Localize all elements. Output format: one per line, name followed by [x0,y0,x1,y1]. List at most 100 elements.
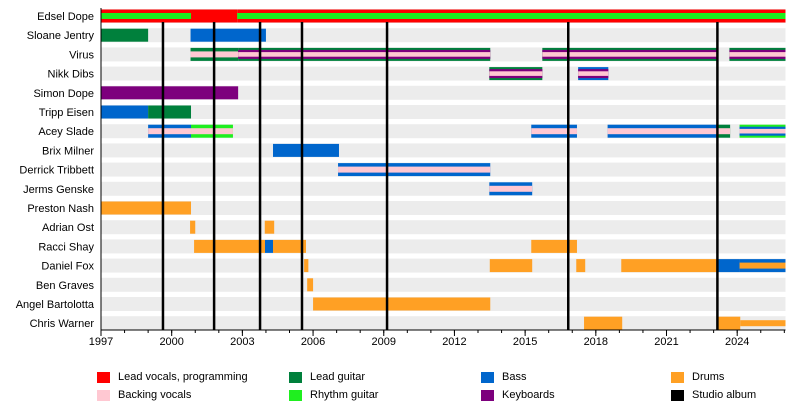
member-label: Adrian Ost [42,222,94,234]
legend-item: Bass [481,371,526,383]
tenure-bar [531,239,577,253]
x-tick-label: 2003 [230,336,254,348]
tenure-bar [717,259,740,273]
tenure-bar [739,128,786,134]
legend-item: Lead guitar [289,371,365,383]
legend-swatch [671,389,684,401]
row-band [101,85,786,100]
member-label: Tripp Eisen [39,107,94,119]
tenure-bar [101,13,192,19]
member-label: Angel Bartolotta [16,299,95,311]
tenure-bar [489,185,533,192]
legend-label: Bass [502,371,527,383]
tenure-bar [264,239,274,253]
legend-swatch [289,371,302,383]
tenure-bar [194,239,265,253]
legend-swatch [97,389,110,401]
x-tick-label: 2012 [442,336,466,348]
member-label: Ben Graves [36,280,95,292]
member-label: Racci Shay [38,241,94,253]
tenure-bar [531,128,577,135]
tenure-bar [489,259,533,273]
member-label: Jerms Genske [23,184,94,196]
tenure-bar [576,259,586,273]
tenure-bar [237,13,786,19]
tenure-bar [578,71,609,76]
tenure-bar [191,128,233,135]
row-band [101,66,786,81]
tenure-bar [238,52,491,57]
x-tick-label: 2006 [301,336,325,348]
row-band [101,316,786,331]
tenure-bar [740,320,786,327]
tenure-bar [304,259,309,273]
tenure-bar [101,105,149,119]
legend-swatch [97,371,110,383]
tenure-bar [717,128,731,135]
row-band [101,220,786,235]
tenure-bar [607,128,718,135]
member-label: Brix Milner [42,145,94,157]
tenure-bar [729,52,786,57]
tenure-bar [190,28,266,42]
x-tick-label: 2015 [513,336,537,348]
tenure-bar [313,297,491,311]
tenure-bar [307,278,314,292]
legend-label: Backing vocals [118,389,192,401]
tenure-bar [101,201,192,215]
tenure-bar [264,220,275,234]
member-label: Edsel Dope [37,11,94,23]
tenure-bar [717,316,741,330]
member-label: Nikk Dibs [48,69,95,81]
x-tick-label: 2024 [725,336,749,348]
x-tick-label: 1997 [89,336,113,348]
tenure-bar [739,262,786,269]
tenure-bar [273,239,306,253]
member-label: Derrick Tribbett [19,165,94,177]
row-band [101,181,786,196]
tenure-bar [542,52,718,57]
x-tick-label: 2009 [372,336,396,348]
tenure-bar [148,128,192,135]
legend-item: Lead vocals, programming [97,371,248,383]
legend-swatch [481,371,494,383]
tenure-bar [273,143,339,157]
row-band [101,201,786,215]
member-label: Chris Warner [30,318,95,330]
tenure-bar [101,28,149,42]
tenure-bar [148,105,192,119]
x-tick-label: 2000 [159,336,183,348]
member-label: Acey Slade [38,126,94,138]
row-band [101,258,786,273]
row-band [101,105,786,119]
member-label: Daniel Fox [41,261,94,273]
legend-label: Lead vocals, programming [118,371,248,383]
legend-item: Keyboards [481,389,555,401]
row-band [101,277,786,292]
row-band [101,143,786,158]
legend-swatch [481,389,494,401]
legend-item: Drums [671,371,724,383]
member-label: Simon Dope [33,88,94,100]
tenure-bar [489,71,543,76]
legend-swatch [289,389,302,401]
legend-item: Studio album [671,389,756,401]
member-label: Sloane Jentry [27,30,95,42]
legend-label: Studio album [692,389,757,401]
tenure-bar [584,316,623,330]
legend-label: Keyboards [502,389,555,401]
tenure-bar [338,166,491,173]
tenure-bar [621,259,718,273]
member-label: Preston Nash [27,203,94,215]
legend-item: Rhythm guitar [289,389,378,401]
legend-swatch [671,371,684,383]
row-band [101,28,786,43]
x-tick-label: 2021 [654,336,678,348]
tenure-bar [190,220,196,234]
tenure-bar [191,9,238,23]
legend-item: Backing vocals [97,389,191,401]
legend-label: Lead guitar [310,371,366,383]
member-label: Virus [69,49,94,61]
legend-label: Rhythm guitar [310,389,379,401]
